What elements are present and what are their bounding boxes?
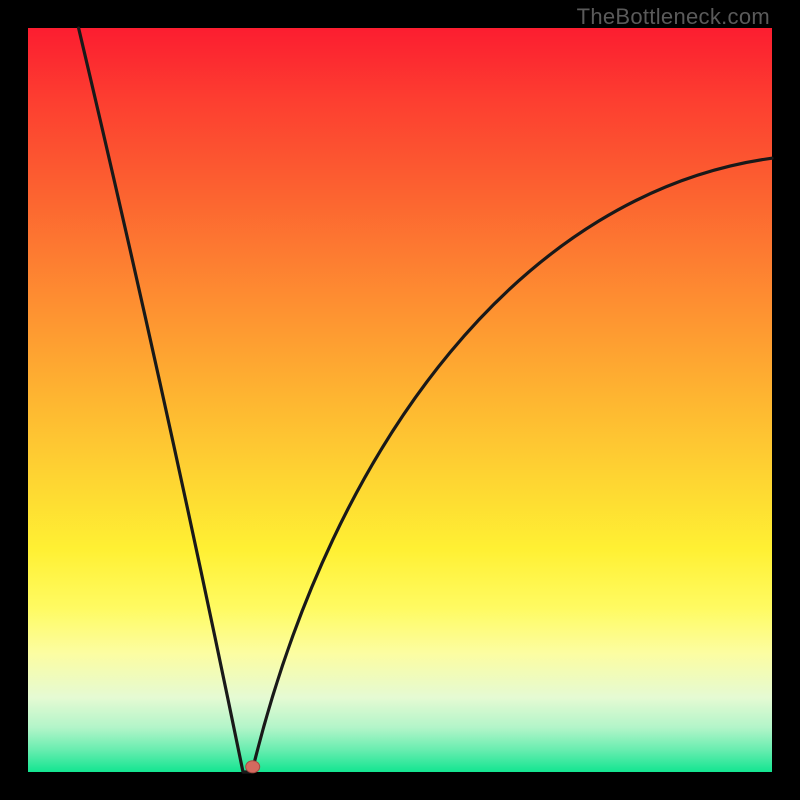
plot-area: [28, 28, 772, 772]
bottleneck-curve: [79, 28, 772, 772]
optimum-marker: [246, 761, 260, 773]
chart-frame: TheBottleneck.com: [0, 0, 800, 800]
curve-layer: [28, 28, 772, 772]
watermark-text: TheBottleneck.com: [577, 4, 770, 30]
